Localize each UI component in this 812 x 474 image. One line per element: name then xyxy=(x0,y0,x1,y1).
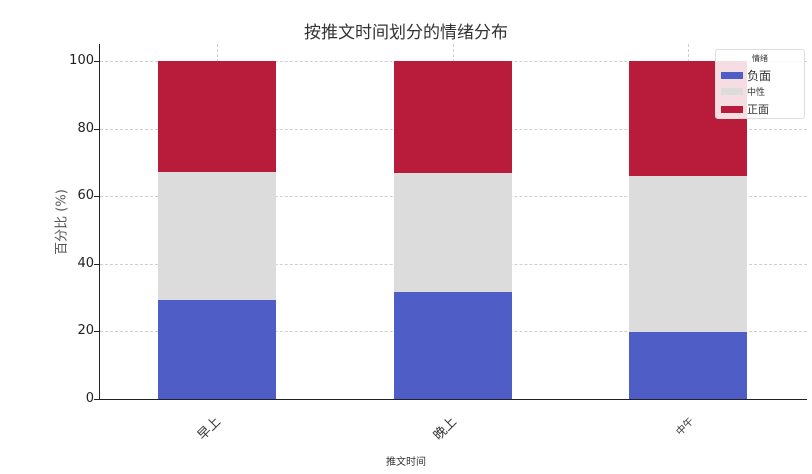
bar-1 xyxy=(394,61,512,399)
legend-item-negative: 负面 xyxy=(721,67,771,84)
y-tick-label: 20 xyxy=(77,323,94,338)
legend-label-neutral: 中性 xyxy=(747,88,766,98)
legend-item-positive: 正面 xyxy=(721,101,769,117)
bar-segment xyxy=(394,172,512,293)
legend-swatch-neutral xyxy=(721,88,743,95)
y-tick-mark xyxy=(94,196,99,197)
legend-swatch-negative xyxy=(721,72,743,79)
bar-segment xyxy=(394,61,512,173)
bar-segment xyxy=(158,61,276,172)
bar-segment xyxy=(629,332,747,399)
y-tick-mark xyxy=(94,264,99,265)
y-axis-line xyxy=(99,44,100,400)
y-tick-label: 60 xyxy=(77,188,94,203)
legend-title: 情绪 xyxy=(752,54,768,63)
y-tick-mark xyxy=(94,331,99,332)
y-tick-mark xyxy=(94,61,99,62)
legend-swatch-positive xyxy=(721,105,743,113)
bar-segment xyxy=(629,176,747,333)
bar-segment xyxy=(394,292,512,399)
legend-item-neutral: 中性 xyxy=(721,85,765,98)
bar-segment xyxy=(158,171,276,300)
x-tick-label: 晚上 xyxy=(430,414,460,444)
y-tick-label: 100 xyxy=(69,53,94,68)
y-tick-label: 0 xyxy=(85,391,94,406)
legend-label-negative: 负面 xyxy=(747,69,772,83)
y-tick-label: 40 xyxy=(77,256,94,271)
bar-segment xyxy=(158,299,276,399)
y-tick-label: 80 xyxy=(77,121,94,136)
y-tick-mark xyxy=(94,129,99,130)
legend-label-positive: 正面 xyxy=(747,103,769,116)
chart-title: 按推文时间划分的情绪分布 xyxy=(304,23,508,43)
y-tick-mark xyxy=(94,399,99,400)
x-axis-label: 推文时间 xyxy=(386,457,426,468)
x-tick-label: 中午 xyxy=(674,415,697,438)
x-tick-label: 早上 xyxy=(194,414,224,444)
bar-0 xyxy=(158,61,276,399)
legend: 情绪 负面 中性 正面 xyxy=(715,49,805,119)
x-axis-line xyxy=(99,399,807,400)
